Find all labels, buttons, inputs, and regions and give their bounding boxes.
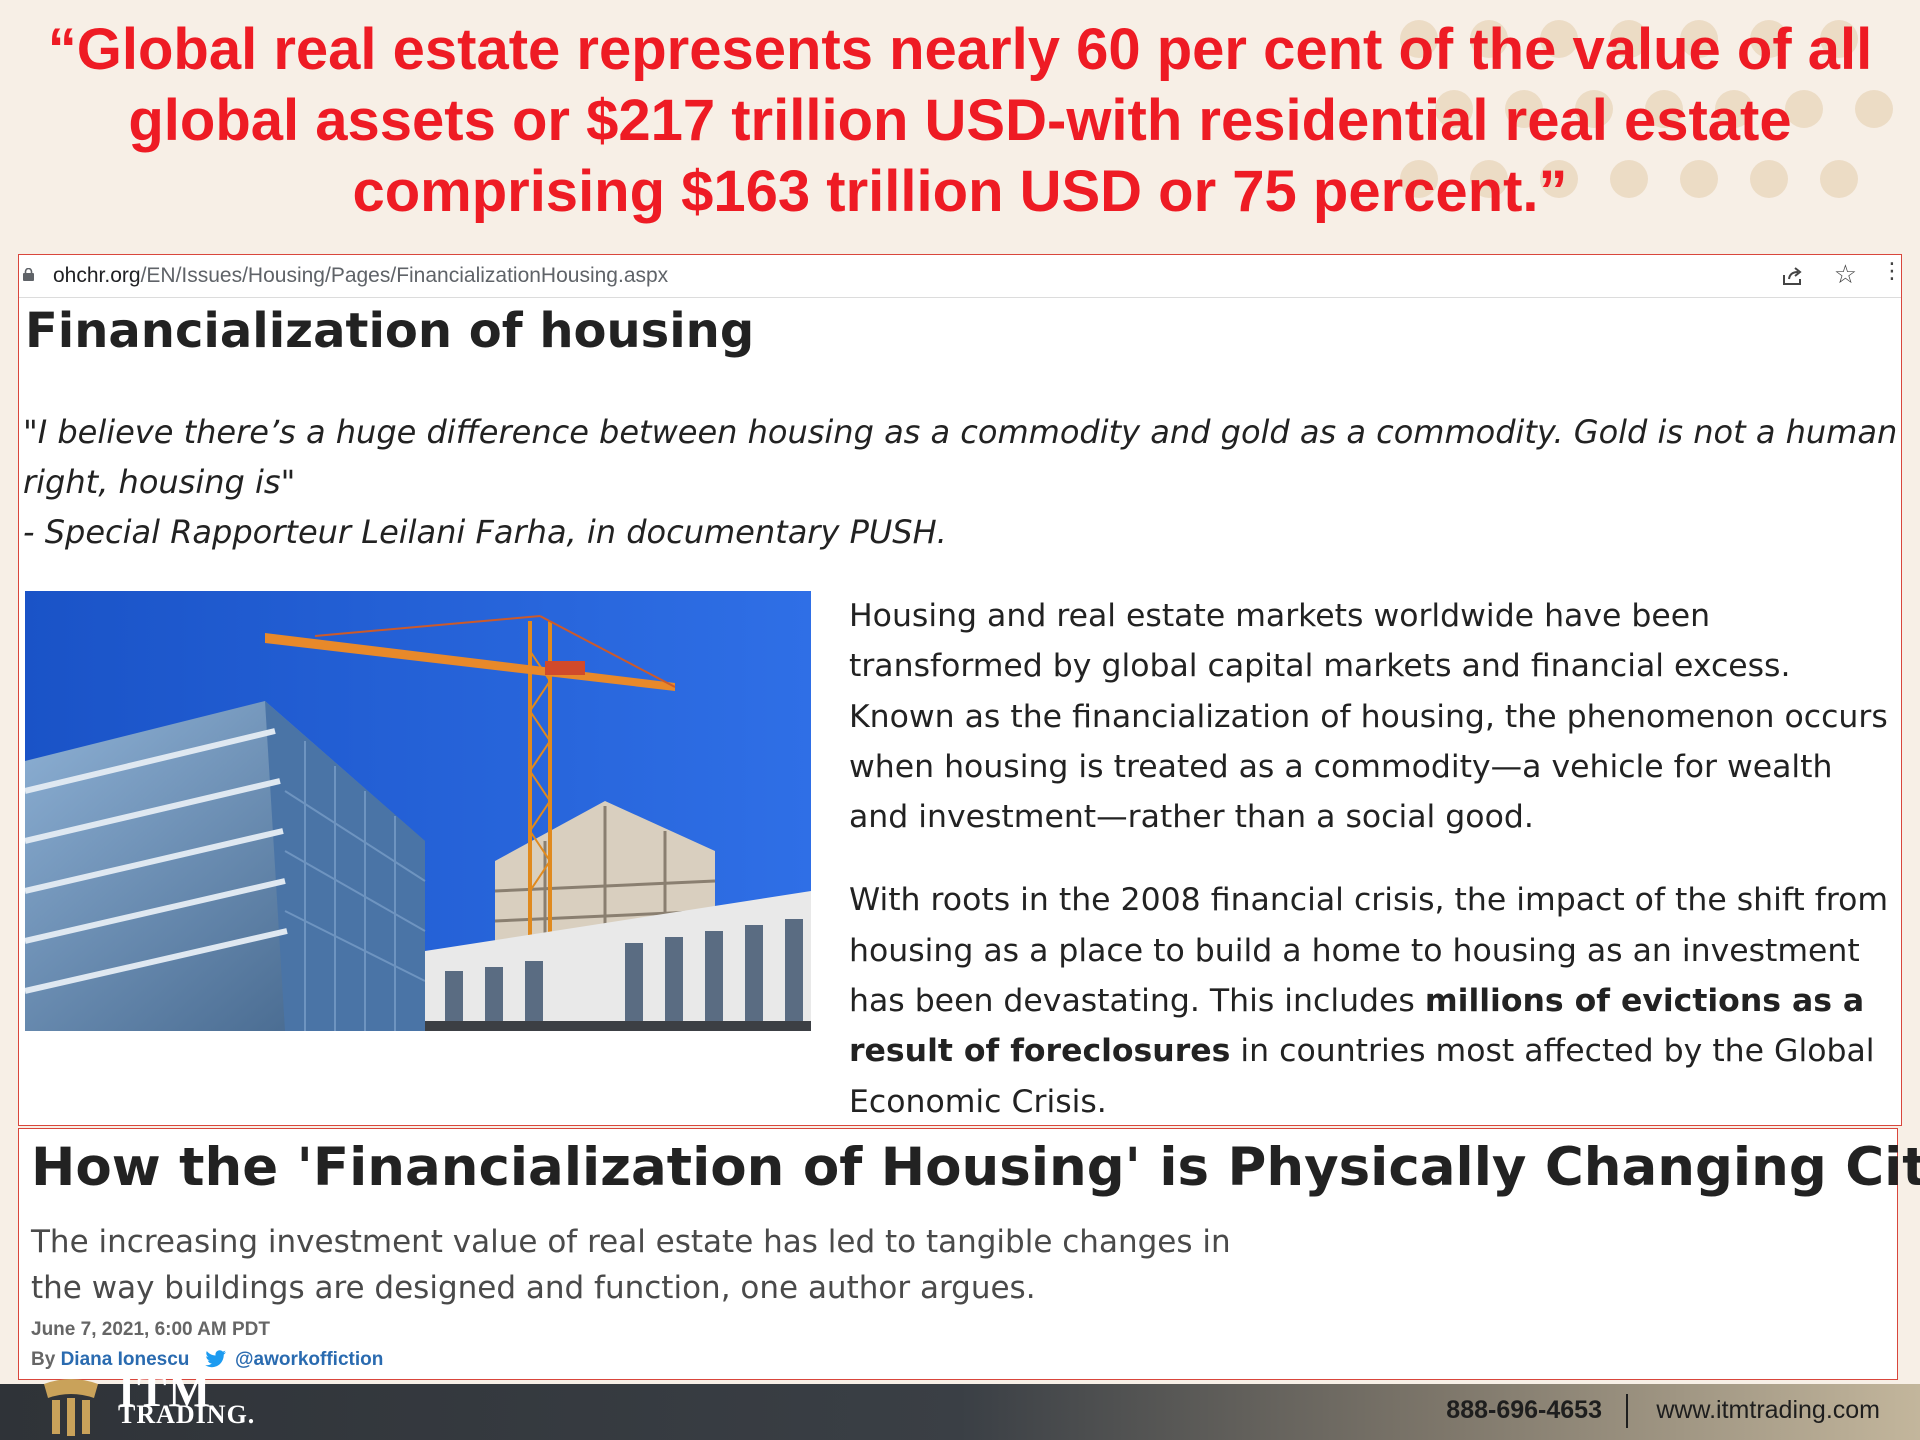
lock-icon <box>23 268 34 281</box>
author-link[interactable]: Diana Ionescu <box>60 1349 190 1370</box>
article-body: Housing and real estate markets worldwid… <box>19 591 1899 1125</box>
article-date: June 7, 2021, 6:00 AM PDT <box>31 1319 271 1340</box>
more-icon[interactable]: ⋮ <box>1881 259 1902 284</box>
by-label: By <box>31 1349 56 1370</box>
browser-address-bar[interactable]: ohchr.org/EN/Issues/Housing/Pages/Financ… <box>19 255 1901 298</box>
headline-quote-line: comprising $163 trillion USD or 75 perce… <box>352 159 1568 224</box>
headline-quote-line: global assets or $217 trillion USD-with … <box>128 88 1792 153</box>
image-spacer <box>19 591 849 1081</box>
share-icon[interactable] <box>1779 263 1805 289</box>
twitter-handle-link[interactable]: @aworkoffiction <box>234 1349 384 1370</box>
background-pattern <box>1360 0 1920 240</box>
itm-logo-emblem <box>44 1379 98 1436</box>
quote-attribution: - Special Rapporteur Leilani Farha, in d… <box>23 513 947 551</box>
article-headline[interactable]: How the 'Financialization of Housing' is… <box>31 1137 1920 1198</box>
ohchr-screenshot-panel: ohchr.org/EN/Issues/Housing/Pages/Financ… <box>18 254 1902 1126</box>
article-dek: The increasing investment value of real … <box>31 1224 1231 1306</box>
body-text-span: in countries most affected by the Global… <box>849 1033 1875 1120</box>
footer-divider <box>1626 1394 1628 1428</box>
phone-number[interactable]: 888-696-4653 <box>1446 1396 1602 1424</box>
article-screenshot-panel: How the 'Financialization of Housing' is… <box>18 1128 1920 1380</box>
logo-subtext: TRADING. <box>118 1400 256 1429</box>
body-bold-text: millions of evictions as a result of for… <box>849 983 1865 1070</box>
url-text[interactable]: ohchr.org/EN/Issues/Housing/Pages/Financ… <box>53 264 668 288</box>
footer-bar: ITM TRADING. 888-696-4653 www.itmtrading… <box>0 1367 1920 1440</box>
star-icon[interactable]: ☆ <box>1833 260 1857 290</box>
quote-body: "I believe there’s a huge difference bet… <box>23 413 1898 501</box>
url-host: ohchr.org <box>53 264 141 287</box>
twitter-icon[interactable] <box>204 1350 227 1368</box>
construction-crane-photo <box>25 591 811 1031</box>
url-path: /EN/Issues/Housing/Pages/Financializatio… <box>140 264 669 287</box>
page-title: Financialization of housing <box>25 303 755 359</box>
rapporteur-quote: "I believe there’s a huge difference bet… <box>23 407 1901 557</box>
headline-quote-line: “Global real estate represents nearly 60… <box>47 17 1873 82</box>
article-byline: By Diana Ionescu @aworkoffiction <box>31 1349 383 1371</box>
body-text-span: With roots in the 2008 financial crisis,… <box>849 882 1889 1020</box>
body-paragraph: Housing and real estate markets worldwid… <box>849 598 1888 836</box>
headline-quote: “Global real estate represents nearly 60… <box>0 14 1920 227</box>
body-paragraph: With roots in the 2008 financial crisis,… <box>19 875 1899 1125</box>
website-link[interactable]: www.itmtrading.com <box>1656 1396 1880 1424</box>
logo-text: ITM <box>118 1367 212 1416</box>
